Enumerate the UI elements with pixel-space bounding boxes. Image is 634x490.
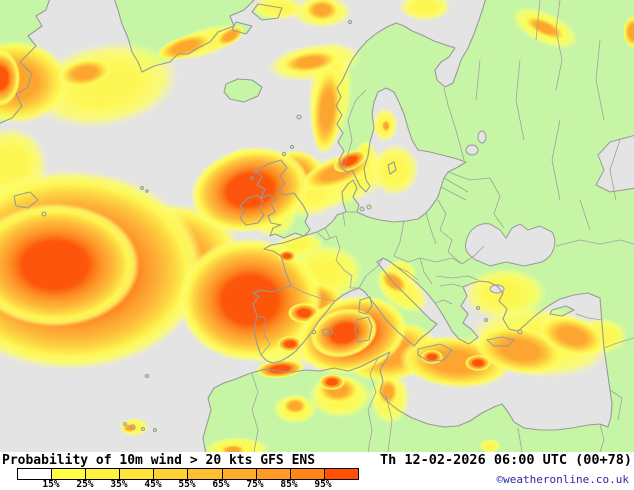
legend-tick-95%: 95%: [314, 479, 332, 490]
legend-segment-65-75%: [222, 469, 257, 479]
legend-segment-15-25%: [52, 469, 87, 479]
legend-tick-65%: 65%: [212, 479, 230, 490]
legend-segment-75-85%: [256, 469, 291, 479]
legend-segment-35-45%: [120, 469, 155, 479]
legend-tick-labels: 15% 25% 35% 45% 55% 65% 75% 85% 95%: [17, 479, 359, 490]
legend-segment-25-35%: [86, 469, 121, 479]
probability-legend: 15% 25% 35% 45% 55% 65% 75% 85% 95%: [17, 468, 359, 490]
map-canvas: [0, 0, 634, 452]
legend-tick-35%: 35%: [110, 479, 128, 490]
map-footer: Probability of 10m wind > 20 kts GFS ENS…: [0, 452, 634, 490]
legend-segment-55-65%: [188, 469, 223, 479]
legend-color-bar: [17, 468, 359, 480]
caspian-sea: [595, 135, 634, 193]
legend-tick-25%: 25%: [76, 479, 94, 490]
sea-of-marmara: [489, 284, 505, 294]
map-title: Probability of 10m wind > 20 kts GFS ENS: [2, 453, 316, 468]
legend-tick-15%: 15%: [42, 479, 60, 490]
legend-tick-85%: 85%: [280, 479, 298, 490]
lake-ladoga: [465, 144, 479, 156]
legend-segment-85-95%: [290, 469, 325, 479]
legend-tick-55%: 55%: [178, 479, 196, 490]
valid-datetime: Th 12-02-2026 06:00 UTC (00+78): [380, 452, 632, 468]
legend-tick-45%: 45%: [144, 479, 162, 490]
black-sea: [465, 223, 556, 267]
legend-segment-45-55%: [154, 469, 189, 479]
legend-segment-<15%: [18, 469, 53, 479]
legend-tick-75%: 75%: [246, 479, 264, 490]
copyright-link[interactable]: ©weatheronline.co.uk: [496, 473, 629, 486]
inner-seas: [465, 130, 634, 294]
lake-onega: [477, 130, 487, 144]
europe-weather-map: [0, 0, 634, 452]
legend-segment->95%: [324, 469, 358, 479]
